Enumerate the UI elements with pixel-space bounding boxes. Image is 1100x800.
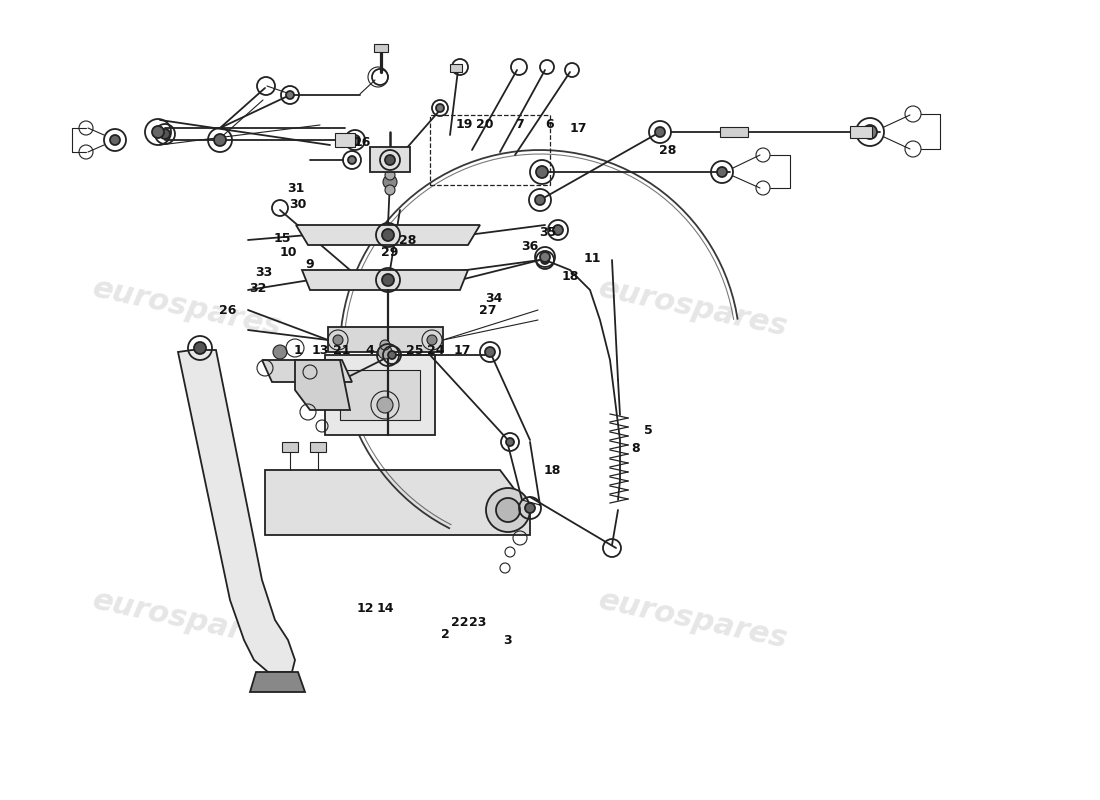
Circle shape — [540, 252, 550, 262]
Text: eurospares: eurospares — [596, 586, 790, 654]
Text: 14: 14 — [376, 602, 394, 614]
Text: 9: 9 — [306, 258, 315, 270]
Bar — [430, 115, 550, 185]
Circle shape — [382, 274, 394, 286]
Circle shape — [541, 256, 549, 264]
Text: 7: 7 — [516, 118, 525, 131]
Text: 25: 25 — [406, 343, 424, 357]
Polygon shape — [265, 470, 530, 535]
Circle shape — [194, 342, 206, 354]
Circle shape — [382, 229, 394, 241]
Bar — [282, 442, 298, 452]
Text: eurospares: eurospares — [90, 274, 284, 342]
Circle shape — [379, 340, 390, 350]
Polygon shape — [302, 270, 468, 290]
Text: 18: 18 — [561, 270, 579, 282]
Text: 29: 29 — [382, 246, 398, 258]
Polygon shape — [250, 672, 305, 692]
Text: 24: 24 — [427, 343, 444, 357]
Text: 36: 36 — [521, 239, 539, 253]
Text: 23: 23 — [470, 615, 486, 629]
Circle shape — [350, 135, 360, 145]
Text: 30: 30 — [289, 198, 307, 211]
Bar — [340, 370, 420, 420]
Circle shape — [864, 125, 877, 139]
Circle shape — [377, 397, 393, 413]
Circle shape — [535, 195, 544, 205]
Circle shape — [160, 129, 170, 139]
Text: 12: 12 — [356, 602, 374, 614]
Text: 17: 17 — [570, 122, 586, 134]
Text: 8: 8 — [631, 442, 640, 454]
Text: 13: 13 — [311, 343, 329, 357]
Circle shape — [427, 335, 437, 345]
Text: 27: 27 — [480, 303, 497, 317]
Text: 10: 10 — [279, 246, 297, 258]
Text: 6: 6 — [546, 118, 554, 131]
Text: 4: 4 — [365, 343, 374, 357]
Bar — [720, 127, 748, 137]
Text: 32: 32 — [250, 282, 266, 294]
Circle shape — [348, 156, 356, 164]
Circle shape — [717, 167, 727, 177]
Text: 15: 15 — [273, 231, 290, 245]
Polygon shape — [178, 350, 295, 672]
Circle shape — [214, 134, 225, 146]
Circle shape — [553, 225, 563, 235]
Text: 31: 31 — [287, 182, 305, 194]
Text: 1: 1 — [294, 343, 302, 357]
Bar — [324, 355, 435, 435]
Text: eurospares: eurospares — [596, 274, 790, 342]
Text: 16: 16 — [353, 135, 371, 149]
Circle shape — [388, 351, 396, 359]
Text: 5: 5 — [644, 423, 652, 437]
Bar — [850, 126, 872, 138]
Polygon shape — [296, 225, 480, 245]
Circle shape — [385, 185, 395, 195]
Circle shape — [385, 155, 395, 165]
Bar — [328, 327, 443, 352]
Bar — [336, 133, 355, 147]
Bar — [450, 64, 462, 72]
Text: 11: 11 — [583, 251, 601, 265]
Text: 2: 2 — [441, 629, 450, 642]
Bar — [310, 442, 326, 452]
Circle shape — [486, 488, 530, 532]
Text: 20: 20 — [476, 118, 494, 131]
Text: 3: 3 — [504, 634, 513, 646]
Circle shape — [286, 91, 294, 99]
Polygon shape — [262, 360, 352, 382]
Text: 19: 19 — [455, 118, 473, 131]
Circle shape — [378, 345, 392, 359]
Text: 28: 28 — [659, 143, 676, 157]
Circle shape — [333, 335, 343, 345]
Circle shape — [496, 498, 520, 522]
Circle shape — [383, 175, 397, 189]
Circle shape — [385, 170, 395, 180]
Text: 18: 18 — [543, 463, 561, 477]
Circle shape — [506, 438, 514, 446]
Bar — [374, 44, 388, 52]
Circle shape — [436, 104, 444, 112]
Text: 22: 22 — [451, 615, 469, 629]
Circle shape — [525, 503, 535, 513]
Circle shape — [273, 345, 287, 359]
Circle shape — [110, 135, 120, 145]
Text: 21: 21 — [333, 343, 351, 357]
Circle shape — [654, 127, 666, 137]
Circle shape — [152, 126, 164, 138]
Circle shape — [485, 347, 495, 357]
Circle shape — [536, 166, 548, 178]
Text: 33: 33 — [255, 266, 273, 278]
Polygon shape — [295, 360, 350, 410]
Text: eurospares: eurospares — [90, 586, 284, 654]
Bar — [370, 147, 410, 172]
Text: 26: 26 — [219, 303, 236, 317]
Text: 17: 17 — [453, 343, 471, 357]
Text: 28: 28 — [399, 234, 417, 246]
Text: 34: 34 — [485, 291, 503, 305]
Text: 35: 35 — [539, 226, 557, 238]
